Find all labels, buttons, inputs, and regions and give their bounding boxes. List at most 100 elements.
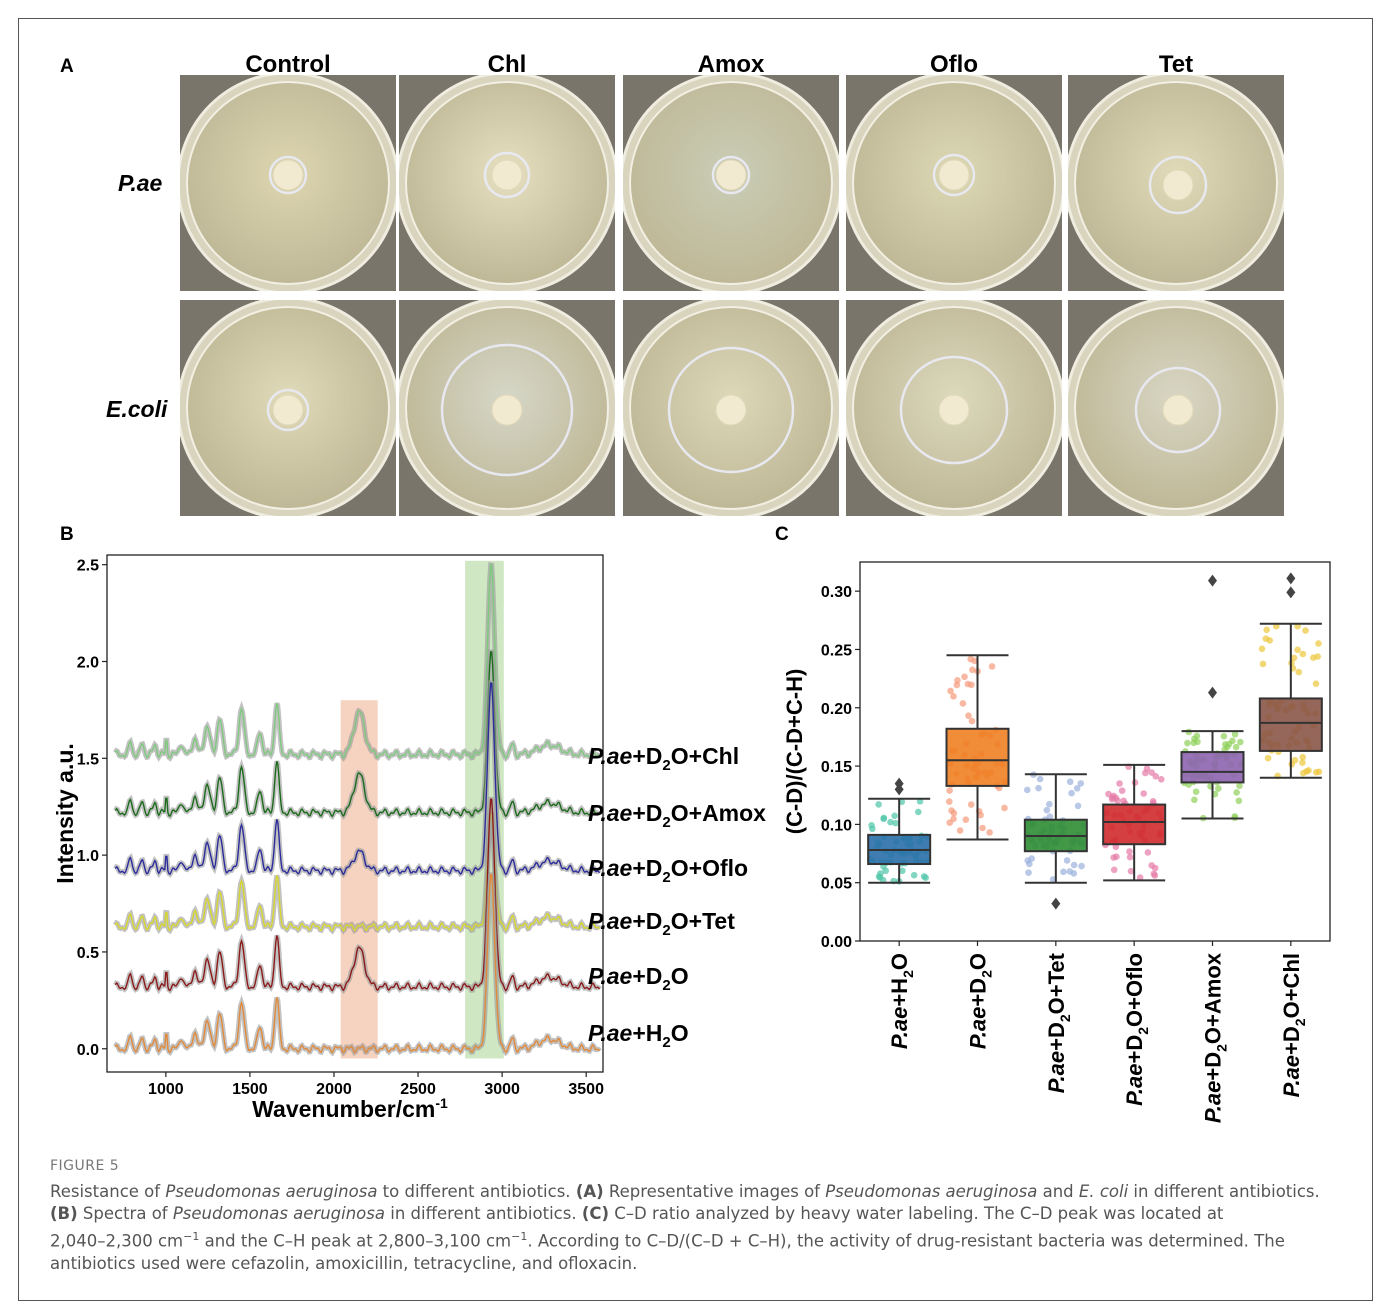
data-point [1023, 786, 1031, 794]
figure-label: FIGURE 5 [50, 1158, 120, 1174]
data-point [1046, 813, 1054, 820]
row-title-pae: P.ae [118, 170, 163, 196]
data-point [1259, 660, 1267, 668]
data-point [1312, 680, 1320, 688]
caption-line-1: Resistance of Pseudomonas aeruginosa to … [50, 1181, 1320, 1201]
outlier-2-0 [1051, 897, 1061, 910]
data-point [1229, 737, 1236, 745]
spectrum-line-3 [114, 813, 601, 932]
data-point [1118, 787, 1126, 794]
data-point [962, 816, 970, 823]
y-tick-label-1.5: 1.5 [77, 751, 99, 768]
data-point [1299, 753, 1307, 761]
data-point [956, 827, 964, 834]
y-tick-label-6: 0.30 [821, 584, 852, 601]
data-point [969, 666, 976, 674]
data-point [947, 687, 954, 695]
data-point [1001, 804, 1008, 812]
caption-line-3: 2,040–2,300 cm−1 and the C–H peak at 2,8… [50, 1229, 1285, 1251]
data-point [1258, 645, 1266, 653]
data-point [1078, 862, 1085, 870]
data-point [1157, 775, 1165, 783]
data-point [945, 798, 953, 805]
outlier-0-1 [894, 777, 904, 790]
y-tick-label-2: 2.0 [77, 654, 99, 671]
data-point [1066, 778, 1074, 786]
y-axis-label: (C-D)/(C-D+C-H) [782, 669, 807, 835]
x-tick-label-0: P.ae+H2O [887, 953, 916, 1049]
data-point [875, 801, 882, 808]
petri-dish-pae-amox [623, 75, 839, 291]
data-point [1068, 789, 1075, 797]
column-title-tet: Tet [1158, 51, 1194, 78]
x-tick-label-1: P.ae+D2O [966, 953, 995, 1049]
plot-frame [106, 554, 604, 1073]
petri-dish-ecoli-oflo [846, 300, 1062, 516]
y-tick-label-0: 0.00 [821, 934, 852, 951]
data-point [1235, 797, 1243, 805]
data-point [1295, 668, 1303, 676]
data-point [1148, 769, 1155, 776]
petri-dish-ecoli-tet [1068, 300, 1284, 516]
panel-a-letter: A [60, 56, 74, 77]
data-point [1231, 730, 1239, 738]
data-point [1073, 784, 1081, 792]
data-point [950, 815, 957, 823]
data-point [920, 873, 928, 880]
data-point [1310, 654, 1317, 662]
x-tick-label-4: P.ae+D2O+Amox [1201, 952, 1230, 1123]
data-point [1060, 868, 1067, 876]
data-point [1220, 732, 1228, 740]
data-point [891, 812, 898, 820]
row-title-ecoli: E.coli [106, 396, 168, 422]
data-point [1191, 735, 1198, 743]
data-point [1192, 788, 1200, 796]
y-axis-label: Intensity a.u. [52, 743, 78, 884]
data-point [1237, 738, 1244, 746]
petri-dish-ecoli-control [180, 300, 396, 516]
data-point [899, 867, 906, 875]
data-point [1070, 861, 1078, 869]
y-tick-label-4: 0.20 [821, 701, 852, 718]
petri-dish-pae-chl [399, 75, 615, 291]
data-point [1223, 743, 1231, 751]
data-point [950, 809, 958, 817]
x-tick-label-2000: 2000 [316, 1081, 352, 1098]
data-point [1299, 759, 1306, 767]
x-tick-label-1500: 1500 [232, 1081, 268, 1098]
series-label-0: P.ae+D2O+Chl [588, 743, 739, 774]
y-tick-label-1: 0.05 [821, 876, 852, 893]
data-point [950, 693, 957, 700]
data-point [1291, 756, 1299, 764]
data-point [1315, 640, 1322, 647]
data-point [1151, 864, 1159, 872]
data-point [910, 871, 918, 879]
y-tick-label-1: 1.0 [77, 848, 99, 865]
data-point [1184, 739, 1191, 747]
data-point [968, 717, 976, 725]
data-point [965, 712, 972, 719]
caption-line-4: antibiotics used were cefazolin, amoxici… [50, 1253, 638, 1273]
outlier-4-1 [1208, 574, 1217, 587]
petri-dish-ecoli-amox [623, 300, 839, 516]
y-tick-label-5: 0.25 [821, 642, 852, 659]
data-point [964, 680, 972, 688]
box-3 [1102, 803, 1167, 846]
data-point [1140, 790, 1147, 797]
series-label-3: P.ae+D2O+Tet [588, 908, 735, 939]
data-point [887, 818, 894, 826]
data-point [1290, 654, 1298, 662]
data-point [1264, 754, 1272, 762]
outlier-5-1 [1286, 572, 1296, 585]
x-tick-label-3: P.ae+D2O+Oflo [1122, 953, 1151, 1106]
data-point [967, 801, 975, 808]
x-tick-label-3500: 3500 [568, 1081, 604, 1098]
data-point [892, 819, 899, 827]
data-point [979, 824, 986, 832]
data-point [1150, 870, 1158, 878]
data-point [1035, 784, 1042, 792]
data-point [914, 808, 922, 816]
data-point [1074, 802, 1082, 810]
cd-ratio-boxplot: P.ae+H2O P.ae+D2O P.ae+D2O+Tet P.ae+D2O+Ofl… [782, 561, 1331, 1123]
data-point [1302, 627, 1309, 634]
